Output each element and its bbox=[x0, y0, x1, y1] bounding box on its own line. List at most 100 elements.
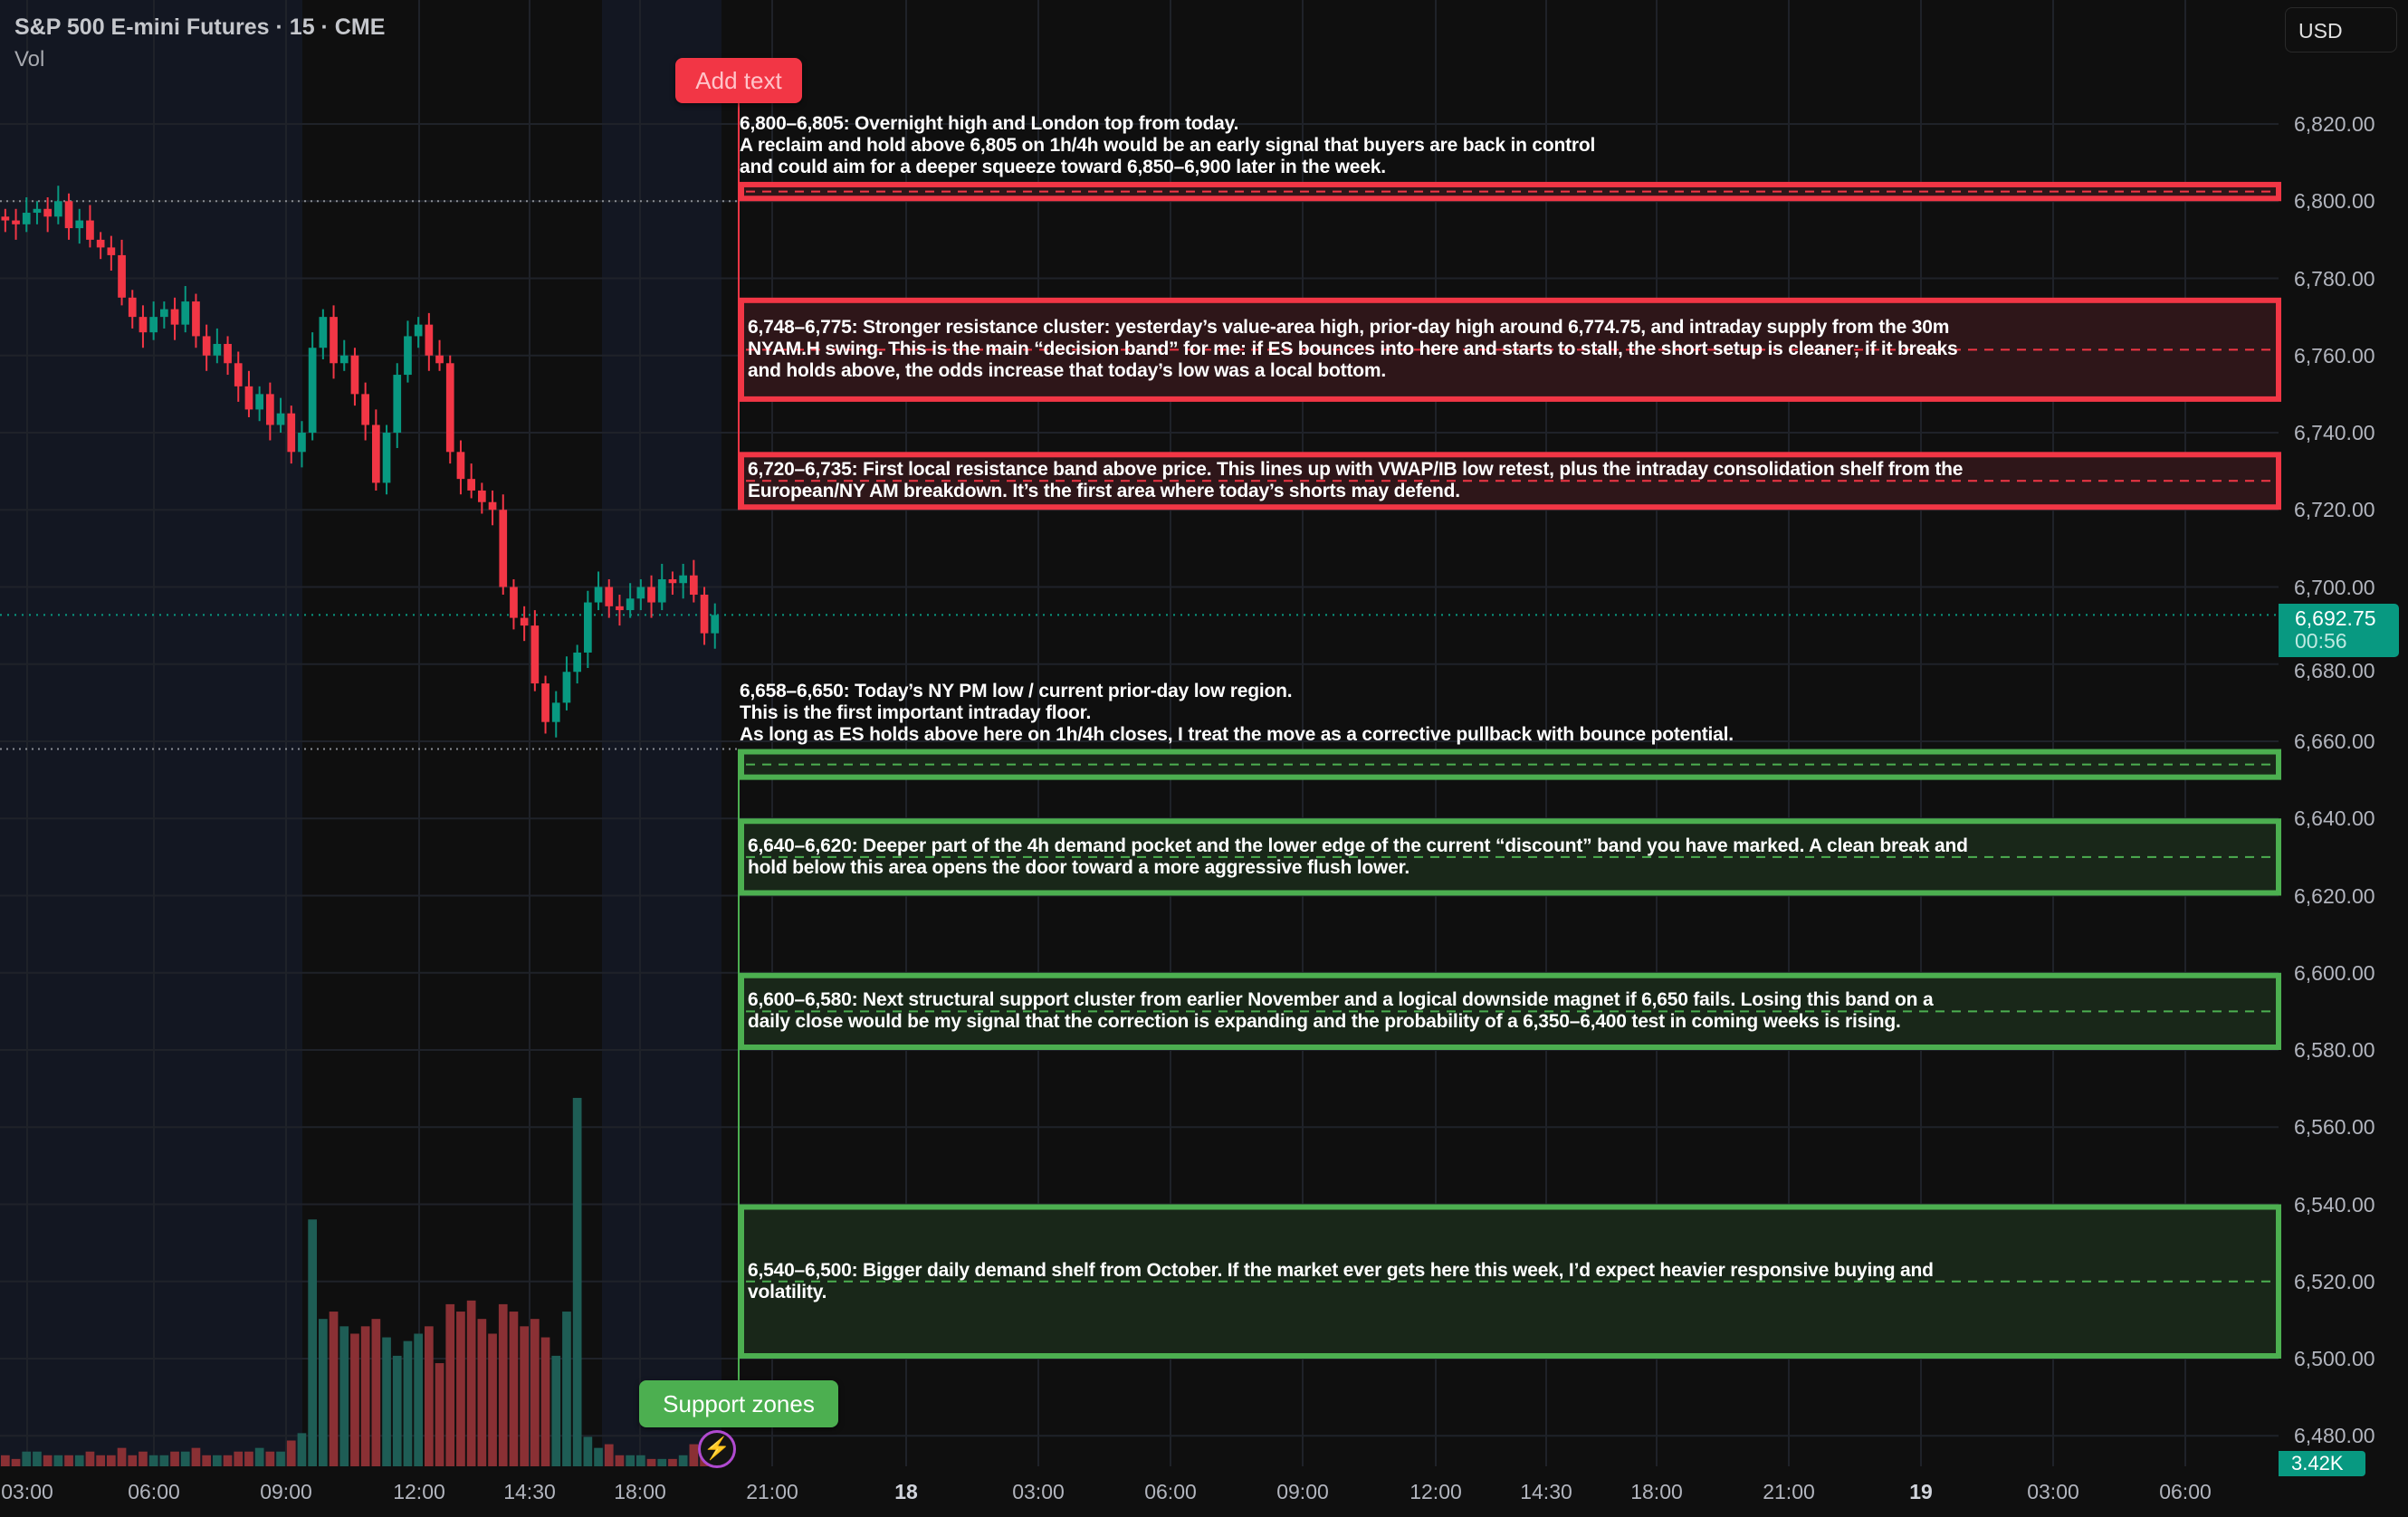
price-label: 6,540.00 bbox=[2294, 1192, 2375, 1216]
candle-body bbox=[690, 575, 698, 596]
price-label: 6,820.00 bbox=[2294, 112, 2375, 136]
resistance-zone-note[interactable]: 6,800–6,805: Overnight high and London t… bbox=[740, 113, 1595, 178]
volume-bar bbox=[85, 1451, 95, 1466]
candle-body bbox=[224, 343, 232, 364]
add-text-label[interactable]: Add text bbox=[675, 58, 802, 103]
time-label: 18:00 bbox=[1630, 1480, 1683, 1503]
support-zone bbox=[739, 749, 2281, 780]
volume-bar bbox=[254, 1447, 264, 1466]
price-label: 6,600.00 bbox=[2294, 960, 2375, 985]
volume-bar bbox=[371, 1319, 381, 1466]
volume-indicator-label[interactable]: Vol bbox=[14, 47, 45, 72]
time-label: 06:00 bbox=[128, 1480, 180, 1503]
support-zones-label[interactable]: Support zones bbox=[639, 1380, 838, 1427]
volume-bar bbox=[339, 1326, 349, 1466]
candle-body bbox=[435, 355, 444, 364]
volume-bar bbox=[604, 1444, 614, 1466]
volume-bar bbox=[202, 1455, 211, 1466]
volume-bar bbox=[456, 1312, 465, 1466]
volume-bar bbox=[572, 1097, 582, 1466]
symbol-title[interactable]: S&P 500 E-mini Futures · 15 · CME bbox=[14, 14, 386, 40]
resistance-zone-note[interactable]: 6,720–6,735: First local resistance band… bbox=[748, 459, 1963, 502]
bar-countdown: 00:56 bbox=[2295, 629, 2347, 653]
price-label: 6,800.00 bbox=[2294, 189, 2375, 214]
price-label: 6,520.00 bbox=[2294, 1269, 2375, 1293]
last-price-tag: 6,692.75 00:56 bbox=[2279, 604, 2399, 657]
volume-bar bbox=[530, 1319, 540, 1466]
note-line: 6,800–6,805: Overnight high and London t… bbox=[740, 112, 1239, 134]
resistance-zone-note[interactable]: 6,748–6,775: Stronger resistance cluster… bbox=[748, 317, 1958, 382]
candle-body bbox=[488, 501, 497, 510]
candle-body bbox=[234, 363, 243, 386]
lightning-icon[interactable]: ⚡ bbox=[698, 1430, 736, 1468]
price-label: 6,580.00 bbox=[2294, 1038, 2375, 1062]
candle-body bbox=[393, 375, 402, 433]
candle-body bbox=[96, 239, 105, 248]
volume-bar bbox=[117, 1447, 127, 1466]
time-label: 03:00 bbox=[1012, 1480, 1065, 1503]
time-label: 18:00 bbox=[614, 1480, 666, 1503]
volume-bar bbox=[148, 1455, 158, 1466]
price-label: 6,680.00 bbox=[2294, 659, 2375, 682]
candle-body bbox=[414, 324, 423, 337]
note-line: daily close would be my signal that the … bbox=[748, 1011, 1901, 1033]
candle-body bbox=[107, 247, 116, 255]
candle-body bbox=[43, 208, 52, 217]
time-label: 21:00 bbox=[1763, 1480, 1815, 1503]
candle-body bbox=[499, 510, 508, 587]
note-line: 6,748–6,775: Stronger resistance cluster… bbox=[748, 317, 1950, 339]
candle-body bbox=[584, 602, 592, 653]
candle-body bbox=[54, 201, 62, 217]
volume-bar bbox=[139, 1451, 148, 1466]
volume-bar bbox=[159, 1455, 169, 1466]
time-label: 12:00 bbox=[1409, 1480, 1462, 1503]
candle-body bbox=[456, 452, 465, 480]
candle-body bbox=[520, 617, 529, 626]
candle-body bbox=[255, 394, 263, 410]
candle-body bbox=[700, 595, 709, 634]
price-label: 6,780.00 bbox=[2294, 266, 2375, 291]
time-label: 12:00 bbox=[393, 1480, 445, 1503]
candle-body bbox=[478, 490, 486, 502]
volume-bar bbox=[276, 1451, 285, 1466]
volume-bar bbox=[509, 1312, 519, 1466]
candle-body bbox=[1, 216, 10, 221]
volume-bar bbox=[636, 1455, 645, 1466]
volume-bar bbox=[43, 1455, 53, 1466]
candle-body bbox=[330, 317, 338, 364]
volume-bar bbox=[170, 1451, 179, 1466]
candle-body bbox=[128, 297, 137, 318]
price-label: 6,620.00 bbox=[2294, 883, 2375, 908]
candle-body bbox=[319, 317, 328, 348]
support-zone-note[interactable]: 6,640–6,620: Deeper part of the 4h deman… bbox=[748, 835, 1968, 879]
volume-bar bbox=[540, 1337, 550, 1466]
support-zone-note[interactable]: 6,540–6,500: Bigger daily demand shelf f… bbox=[748, 1260, 1934, 1303]
note-line: European/NY AM breakdown. It’s the first… bbox=[748, 481, 1460, 502]
support-zone-note[interactable]: 6,600–6,580: Next structural support clu… bbox=[748, 989, 1934, 1033]
candle-body bbox=[372, 425, 380, 483]
price-label: 6,560.00 bbox=[2294, 1115, 2375, 1140]
candle-body bbox=[404, 336, 412, 376]
candle-body bbox=[181, 301, 190, 325]
candle-body bbox=[668, 578, 677, 584]
currency-button[interactable]: USD bbox=[2285, 7, 2397, 52]
candle-body bbox=[350, 355, 359, 395]
volume-bar bbox=[350, 1333, 359, 1466]
volume-bar bbox=[191, 1447, 201, 1466]
candle-body bbox=[605, 587, 614, 606]
candle-body bbox=[149, 317, 158, 333]
candle-body bbox=[636, 587, 645, 599]
support-zone-note[interactable]: 6,658–6,650: Today’s NY PM low / current… bbox=[740, 681, 1734, 746]
volume-bar bbox=[626, 1455, 635, 1466]
note-line: hold below this area opens the door towa… bbox=[748, 856, 1410, 878]
note-line: and holds above, the odds increase that … bbox=[748, 360, 1386, 382]
time-label: 09:00 bbox=[1276, 1480, 1329, 1503]
volume-bar bbox=[689, 1444, 699, 1466]
candle-body bbox=[192, 301, 200, 337]
note-line: This is the first important intraday flo… bbox=[740, 701, 1092, 723]
candle-body bbox=[510, 587, 518, 618]
candle-body bbox=[626, 598, 635, 611]
note-line: 6,640–6,620: Deeper part of the 4h deman… bbox=[748, 835, 1968, 856]
